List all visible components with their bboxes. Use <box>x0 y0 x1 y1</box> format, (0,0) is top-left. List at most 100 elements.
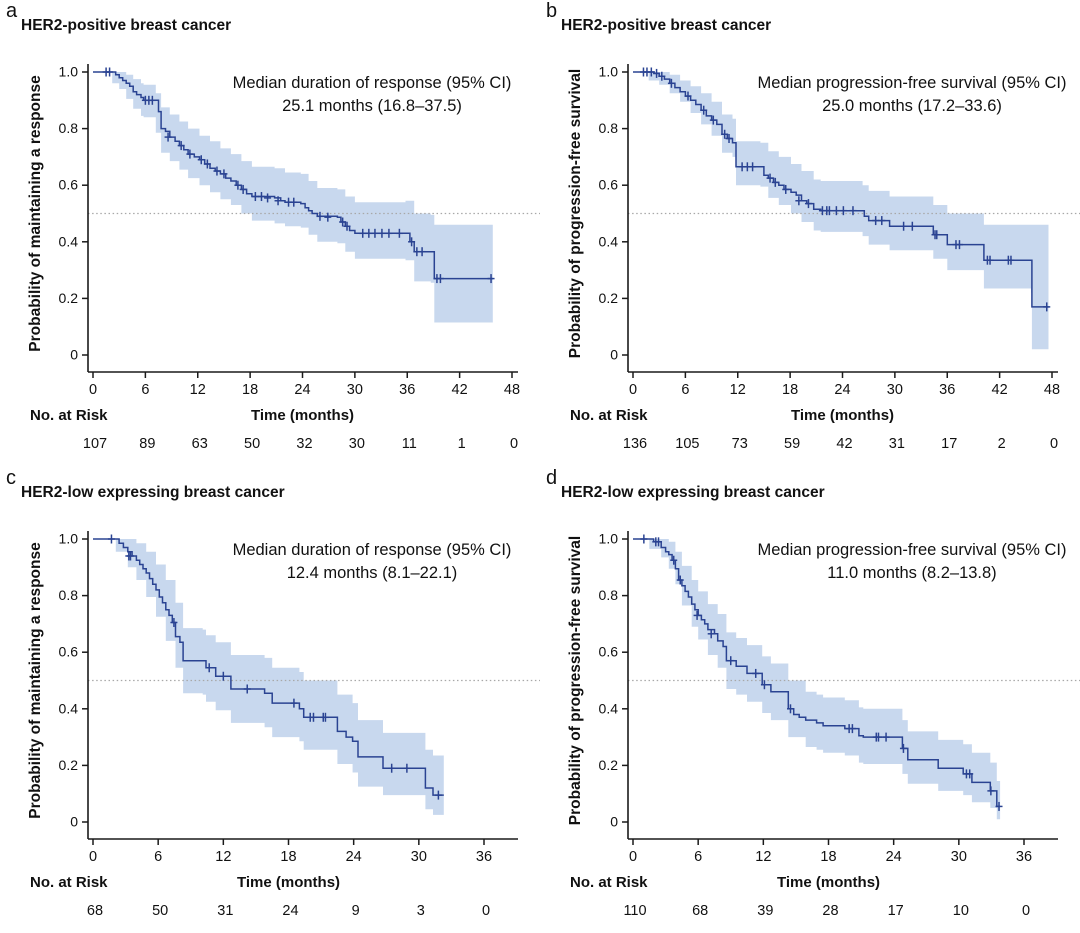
risk-count: 63 <box>192 436 208 452</box>
x-tick-label: 24 <box>346 849 362 865</box>
y-tick-label: 0 <box>70 347 78 363</box>
x-tick-label: 30 <box>887 382 903 398</box>
risk-count: 0 <box>1022 903 1030 919</box>
y-tick-label: 0 <box>70 814 78 830</box>
risk-count: 59 <box>784 436 800 452</box>
y-axis-title: Probability of maintaining a response <box>27 75 44 352</box>
x-tick-label: 42 <box>452 382 468 398</box>
y-tick-label: 0.8 <box>59 120 79 136</box>
x-tick-label: 24 <box>834 382 850 398</box>
y-tick-label: 0 <box>610 814 618 830</box>
y-tick-label: 0.6 <box>599 177 619 193</box>
panel-letter: b <box>546 0 558 22</box>
panel-d: 0 0.2 0.4 0.6 0.8 1.0 0 110 6 68 12 39 18 28 24 17 30 10 3… <box>540 467 1080 933</box>
y-tick-label: 0.4 <box>59 233 79 249</box>
panel-c: 0 0.2 0.4 0.6 0.8 1.0 0 68 6 50 12 31 18 24 24 9 30 3 36 0 N… <box>0 467 540 933</box>
x-tick-label: 30 <box>951 849 967 865</box>
km-plot-d: 0 0.2 0.4 0.6 0.8 1.0 0 110 6 68 12 39 18 28 24 17 30 10 3… <box>567 531 1080 919</box>
risk-count: 136 <box>623 436 647 452</box>
risk-count: 107 <box>83 436 107 452</box>
km-plot-a: 0 0.2 0.4 0.6 0.8 1.0 0 107 6 89 12 63 18 50 24 32 30 30 3… <box>27 64 540 452</box>
confidence-band <box>93 539 444 815</box>
risk-count: 105 <box>675 436 699 452</box>
risk-count: 31 <box>889 436 905 452</box>
y-tick-label: 0.2 <box>599 757 619 773</box>
y-tick-label: 0.6 <box>599 644 619 660</box>
x-tick-label: 30 <box>347 382 363 398</box>
time-axis-label: Time (months) <box>237 874 340 891</box>
x-tick-label: 12 <box>730 382 746 398</box>
annotation-median-line1: Median duration of response (95% CI) <box>233 74 512 92</box>
panel-a: 0 0.2 0.4 0.6 0.8 1.0 0 107 6 89 12 63 18 50 24 32 30 30 3… <box>0 0 540 466</box>
x-tick-label: 36 <box>399 382 415 398</box>
x-tick-label: 30 <box>411 849 427 865</box>
y-tick-label: 1.0 <box>599 531 619 547</box>
risk-count: 50 <box>244 436 260 452</box>
risk-count: 89 <box>139 436 155 452</box>
risk-label: No. at Risk <box>30 874 108 891</box>
risk-count: 9 <box>352 903 360 919</box>
panel-letter: d <box>546 467 558 489</box>
risk-count: 32 <box>296 436 312 452</box>
y-tick-label: 0.8 <box>59 587 79 603</box>
risk-count: 68 <box>87 903 103 919</box>
x-tick-label: 24 <box>294 382 310 398</box>
x-tick-label: 48 <box>504 382 520 398</box>
x-tick-label: 18 <box>280 849 296 865</box>
annotation-median-line2: 12.4 months (8.1–22.1) <box>287 564 458 582</box>
y-tick-label: 0.2 <box>59 290 79 306</box>
risk-label: No. at Risk <box>570 407 648 424</box>
risk-count: 73 <box>732 436 748 452</box>
y-tick-label: 0.8 <box>599 120 619 136</box>
x-tick-label: 36 <box>1016 849 1032 865</box>
panel-title: HER2-positive breast cancer <box>21 17 232 34</box>
x-tick-label: 0 <box>89 382 97 398</box>
x-tick-label: 0 <box>629 849 637 865</box>
x-tick-label: 18 <box>782 382 798 398</box>
risk-count: 17 <box>888 903 904 919</box>
risk-count: 24 <box>282 903 298 919</box>
risk-count: 17 <box>941 436 957 452</box>
x-tick-label: 6 <box>694 849 702 865</box>
x-tick-label: 48 <box>1044 382 1060 398</box>
risk-count: 28 <box>822 903 838 919</box>
x-tick-label: 42 <box>992 382 1008 398</box>
risk-count: 11 <box>402 436 417 452</box>
risk-count: 0 <box>482 903 490 919</box>
risk-count: 68 <box>692 903 708 919</box>
risk-count: 30 <box>349 436 365 452</box>
y-tick-label: 0.8 <box>599 587 619 603</box>
x-tick-label: 0 <box>629 382 637 398</box>
annotation-median-line2: 25.1 months (16.8–37.5) <box>282 97 462 115</box>
risk-count: 0 <box>510 436 518 452</box>
y-tick-label: 1.0 <box>59 64 79 80</box>
risk-count: 1 <box>458 436 466 452</box>
x-tick-label: 12 <box>755 849 771 865</box>
x-tick-label: 6 <box>141 382 149 398</box>
annotation-median-line2: 25.0 months (17.2–33.6) <box>822 97 1002 115</box>
risk-count: 0 <box>1050 436 1058 452</box>
annotation-median-line1: Median duration of response (95% CI) <box>233 541 512 559</box>
time-axis-label: Time (months) <box>791 407 894 424</box>
risk-count: 3 <box>417 903 425 919</box>
panel-title: HER2-low expressing breast cancer <box>21 484 285 501</box>
y-axis-title: Probability of progression-free survival <box>567 536 584 825</box>
y-tick-label: 0.4 <box>599 700 619 716</box>
annotation-median-line2: 11.0 months (8.2–13.8) <box>827 564 996 582</box>
risk-count: 110 <box>623 903 646 919</box>
x-tick-label: 24 <box>886 849 902 865</box>
km-curve <box>93 538 444 796</box>
risk-count: 31 <box>217 903 233 919</box>
y-tick-label: 0.6 <box>59 644 79 660</box>
x-tick-label: 12 <box>215 849 231 865</box>
panel-letter: a <box>6 0 18 22</box>
y-tick-label: 0.4 <box>599 233 619 249</box>
y-tick-label: 0.4 <box>59 700 79 716</box>
km-plot-b: 0 0.2 0.4 0.6 0.8 1.0 0 136 6 105 12 73 18 59 24 42 30 31… <box>567 64 1080 452</box>
time-axis-label: Time (months) <box>777 874 880 891</box>
risk-count: 10 <box>953 903 969 919</box>
panel-title: HER2-positive breast cancer <box>561 17 772 34</box>
risk-count: 50 <box>152 903 168 919</box>
x-tick-label: 36 <box>476 849 492 865</box>
x-tick-label: 0 <box>89 849 97 865</box>
